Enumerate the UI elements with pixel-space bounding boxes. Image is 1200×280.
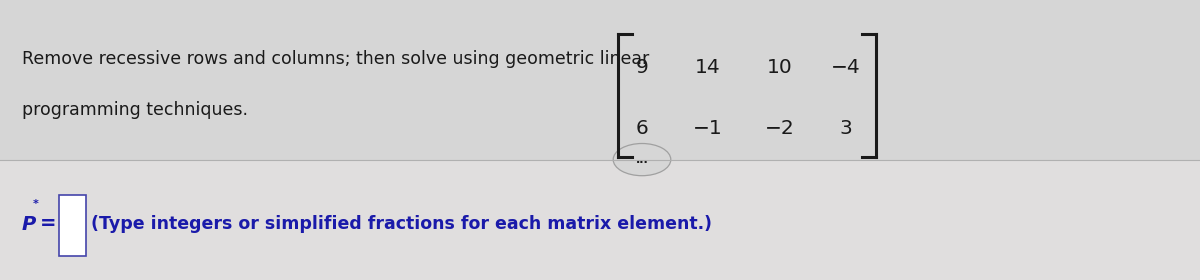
Text: (Type integers or simplified fractions for each matrix element.): (Type integers or simplified fractions f…: [91, 215, 713, 233]
Text: 3: 3: [840, 119, 852, 138]
Text: −4: −4: [832, 58, 860, 77]
Text: 9: 9: [636, 58, 648, 77]
Text: −2: −2: [766, 119, 794, 138]
Text: 6: 6: [636, 119, 648, 138]
Text: *: *: [34, 199, 38, 209]
FancyBboxPatch shape: [60, 195, 86, 256]
Text: P: P: [22, 214, 36, 234]
Ellipse shape: [613, 143, 671, 176]
Text: programming techniques.: programming techniques.: [22, 101, 247, 119]
Text: 14: 14: [695, 58, 721, 77]
Text: =: =: [40, 214, 56, 234]
Text: 10: 10: [767, 58, 793, 77]
Text: Remove recessive rows and columns; then solve using geometric linear: Remove recessive rows and columns; then …: [22, 50, 649, 68]
Bar: [0, 0, 1200, 160]
Bar: [0, 160, 1200, 280]
Text: −1: −1: [694, 119, 722, 138]
Text: ...: ...: [636, 155, 648, 165]
